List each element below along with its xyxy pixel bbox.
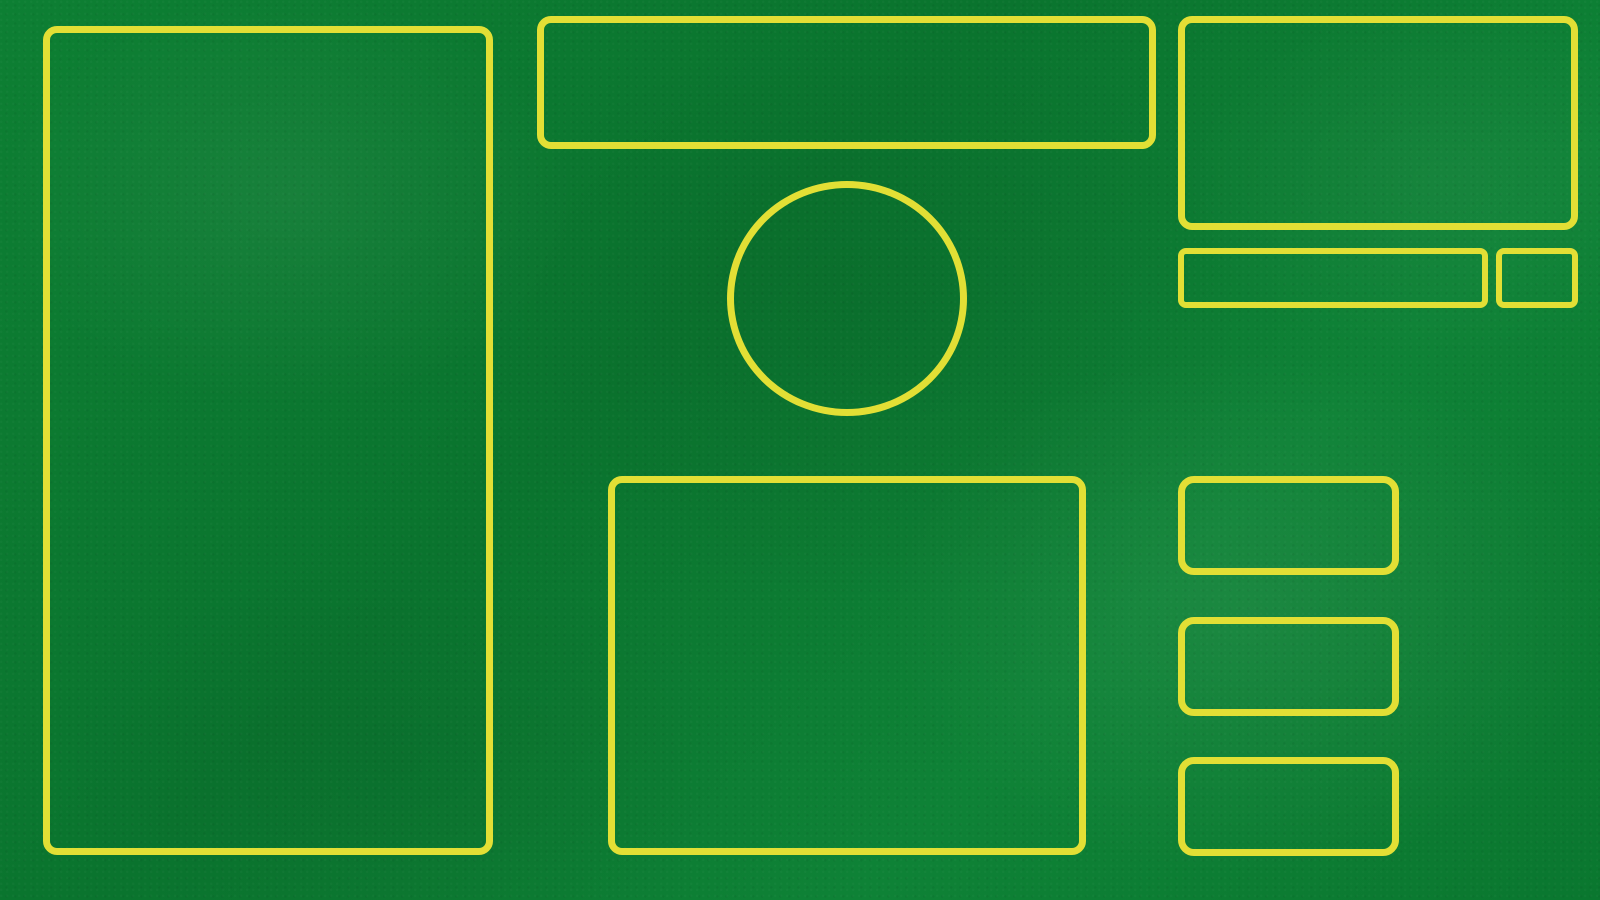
right-slot-3[interactable]: [1178, 757, 1399, 856]
bottom-center-zone[interactable]: [608, 476, 1086, 855]
left-card-zone[interactable]: [43, 26, 493, 855]
right-small-slot[interactable]: [1496, 248, 1578, 308]
top-center-zone[interactable]: [537, 16, 1156, 149]
right-wide-slot[interactable]: [1178, 248, 1488, 308]
top-right-zone[interactable]: [1178, 16, 1578, 230]
center-circle-zone[interactable]: [727, 181, 967, 416]
right-slot-2[interactable]: [1178, 617, 1399, 716]
right-slot-1[interactable]: [1178, 476, 1399, 575]
